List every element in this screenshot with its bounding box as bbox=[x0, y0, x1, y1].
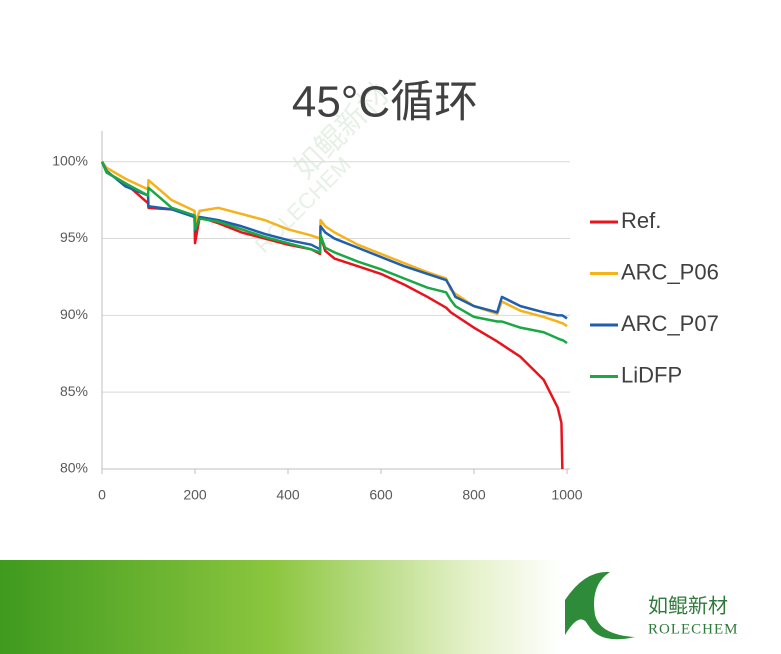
x-tick-label: 1000 bbox=[551, 487, 582, 503]
legend-label: ARC_P06 bbox=[621, 259, 719, 284]
series-line bbox=[100, 161, 568, 345]
chart-title: 45°C循环 bbox=[292, 78, 478, 127]
brand-en: ROLECHEM bbox=[648, 621, 739, 637]
legend-label: Ref. bbox=[621, 208, 661, 233]
x-tick-label: 800 bbox=[462, 487, 486, 503]
x-tick-label: 400 bbox=[276, 487, 300, 503]
brand-cn: 如鲲新材 bbox=[648, 594, 728, 617]
x-tick-label: 600 bbox=[369, 487, 393, 503]
series-line bbox=[101, 160, 568, 328]
legend-label: LiDFP bbox=[621, 362, 682, 387]
logo-mark bbox=[565, 571, 635, 640]
x-tick-label: 0 bbox=[98, 487, 106, 503]
y-tick-label: 85% bbox=[60, 383, 88, 399]
legend-label: ARC_P07 bbox=[621, 311, 719, 336]
plot-area: 80% 85% 90% 95% 100% 0 200 400 600 800 1000 Ref. ARC… bbox=[52, 131, 719, 503]
footer-band bbox=[0, 560, 781, 654]
series-line bbox=[100, 161, 568, 320]
y-tick-label: 80% bbox=[60, 460, 88, 476]
y-tick-label: 100% bbox=[52, 152, 88, 168]
y-tick-label: 90% bbox=[60, 306, 88, 322]
y-tick-label: 95% bbox=[60, 229, 88, 245]
footer-logo: 如鲲新材 ROLECHEM bbox=[565, 571, 739, 640]
x-tick-label: 200 bbox=[183, 487, 207, 503]
